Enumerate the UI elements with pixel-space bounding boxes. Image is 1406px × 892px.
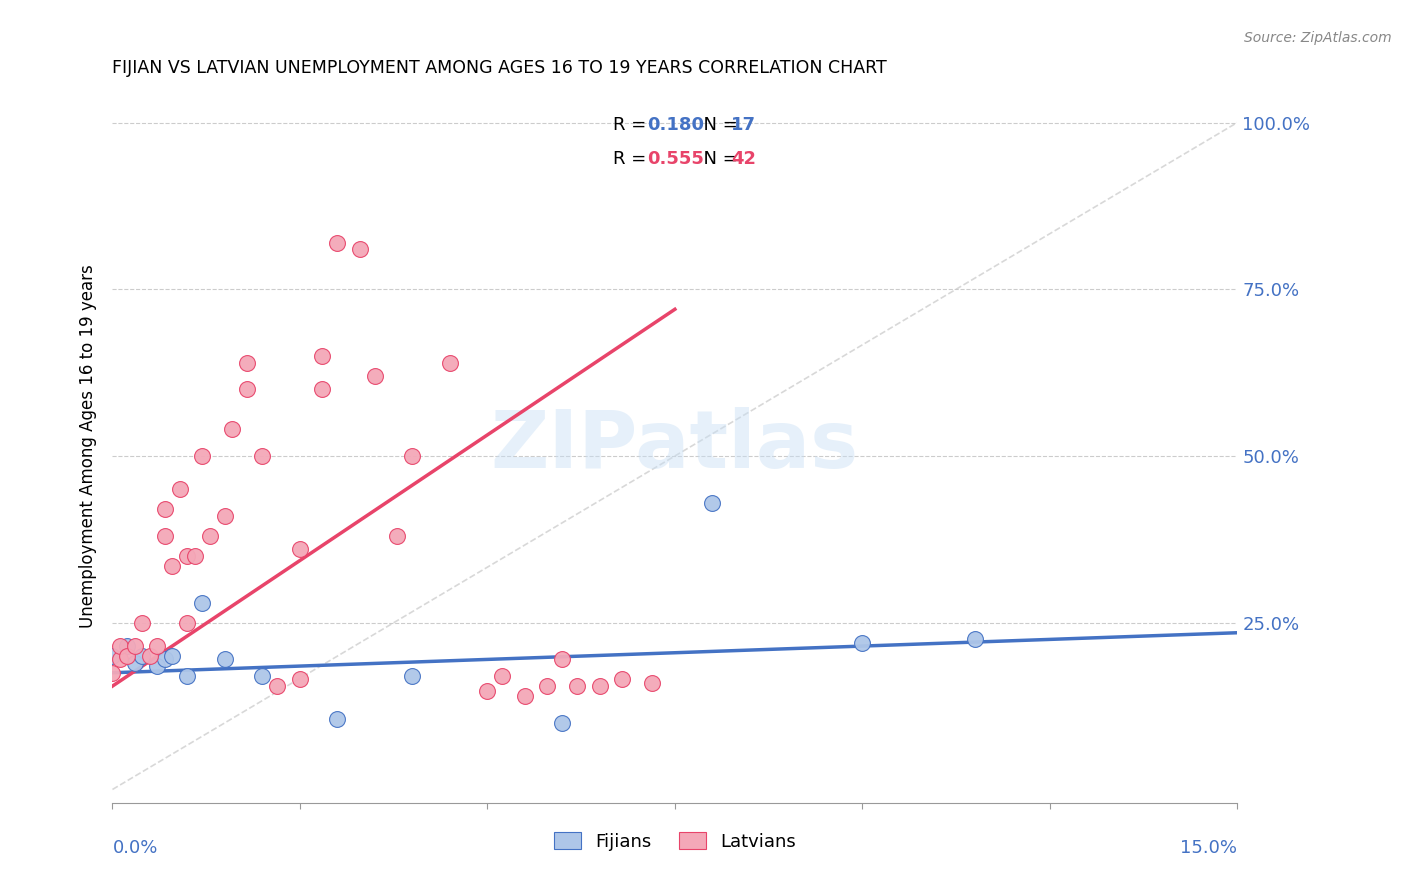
Point xyxy=(477,683,499,698)
Point xyxy=(311,349,333,363)
Text: Source: ZipAtlas.com: Source: ZipAtlas.com xyxy=(1244,31,1392,45)
Point xyxy=(214,509,236,524)
Text: ZIPatlas: ZIPatlas xyxy=(491,407,859,485)
Point xyxy=(963,632,986,647)
Point xyxy=(117,649,139,664)
Text: N =: N = xyxy=(692,116,744,135)
Text: 42: 42 xyxy=(731,150,756,168)
Legend: Fijians, Latvians: Fijians, Latvians xyxy=(547,825,803,858)
Point xyxy=(221,422,243,436)
Point xyxy=(191,449,214,463)
Point xyxy=(288,673,311,687)
Point xyxy=(101,649,124,664)
Text: FIJIAN VS LATVIAN UNEMPLOYMENT AMONG AGES 16 TO 19 YEARS CORRELATION CHART: FIJIAN VS LATVIAN UNEMPLOYMENT AMONG AGE… xyxy=(112,59,887,77)
Point xyxy=(101,665,124,680)
Point xyxy=(252,449,274,463)
Point xyxy=(146,659,169,673)
Point xyxy=(401,449,423,463)
Point xyxy=(491,669,513,683)
Point xyxy=(184,549,207,563)
Point xyxy=(551,715,574,730)
Point xyxy=(124,639,146,653)
Point xyxy=(401,669,423,683)
Point xyxy=(162,559,184,574)
Text: 0.0%: 0.0% xyxy=(112,839,157,857)
Text: R =: R = xyxy=(613,116,652,135)
Point xyxy=(567,679,589,693)
Point xyxy=(326,713,349,727)
Point xyxy=(551,652,574,666)
Point xyxy=(288,542,311,557)
Point xyxy=(387,529,409,543)
Point xyxy=(131,615,153,630)
Point xyxy=(439,356,461,370)
Point xyxy=(176,549,198,563)
Point xyxy=(266,679,288,693)
Point xyxy=(124,656,146,670)
Point xyxy=(153,529,176,543)
Point xyxy=(176,669,198,683)
Text: N =: N = xyxy=(692,150,744,168)
Text: 17: 17 xyxy=(731,116,756,135)
Point xyxy=(131,649,153,664)
Point xyxy=(108,652,131,666)
Point xyxy=(326,235,349,250)
Point xyxy=(252,669,274,683)
Point xyxy=(108,639,131,653)
Point xyxy=(117,639,139,653)
Point xyxy=(311,382,333,396)
Text: 0.180: 0.180 xyxy=(647,116,704,135)
Point xyxy=(198,529,221,543)
Point xyxy=(641,675,664,690)
Text: 0.555: 0.555 xyxy=(647,150,703,168)
Point xyxy=(169,483,191,497)
Text: 15.0%: 15.0% xyxy=(1180,839,1237,857)
Point xyxy=(146,639,169,653)
Y-axis label: Unemployment Among Ages 16 to 19 years: Unemployment Among Ages 16 to 19 years xyxy=(79,264,97,628)
Point xyxy=(851,636,873,650)
Point xyxy=(702,496,724,510)
Point xyxy=(139,649,162,664)
Point xyxy=(153,652,176,666)
Point xyxy=(236,382,259,396)
Point xyxy=(612,673,634,687)
Point xyxy=(513,689,536,703)
Point xyxy=(214,652,236,666)
Point xyxy=(364,368,387,383)
Point xyxy=(236,356,259,370)
Point xyxy=(176,615,198,630)
Point xyxy=(153,502,176,516)
Point xyxy=(589,679,612,693)
Point xyxy=(536,679,558,693)
Point xyxy=(349,242,371,256)
Point xyxy=(162,649,184,664)
Text: R =: R = xyxy=(613,150,652,168)
Point xyxy=(191,596,214,610)
